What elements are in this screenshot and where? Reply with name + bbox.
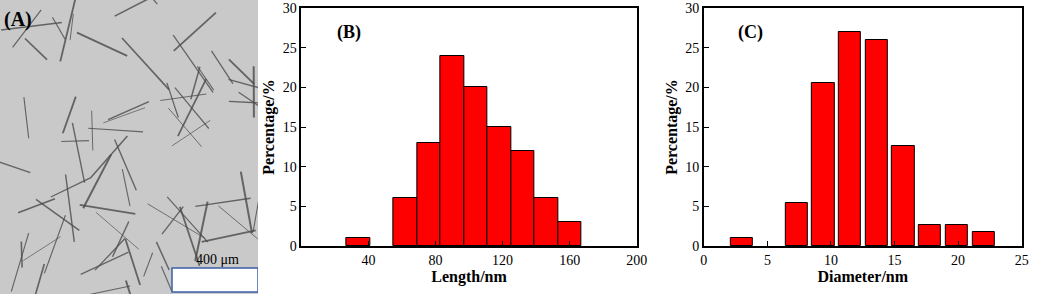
svg-text:15: 15: [685, 120, 699, 135]
svg-text:15: 15: [888, 253, 902, 268]
svg-text:400 μm: 400 μm: [196, 252, 239, 267]
svg-text:30: 30: [685, 1, 699, 16]
svg-text:160: 160: [559, 253, 580, 268]
svg-text:Percentage/%: Percentage/%: [260, 79, 278, 175]
svg-text:5: 5: [692, 199, 699, 214]
svg-text:0: 0: [700, 253, 707, 268]
svg-text:120: 120: [492, 253, 513, 268]
svg-text:20: 20: [685, 80, 699, 95]
svg-text:10: 10: [685, 160, 699, 175]
svg-text:25: 25: [283, 41, 297, 56]
svg-text:20: 20: [951, 253, 965, 268]
svg-text:200: 200: [626, 253, 647, 268]
svg-text:10: 10: [824, 253, 838, 268]
svg-text:5: 5: [764, 253, 771, 268]
svg-text:20: 20: [283, 80, 297, 95]
svg-text:80: 80: [429, 253, 443, 268]
svg-text:0: 0: [692, 239, 699, 254]
svg-text:5: 5: [290, 199, 297, 214]
svg-text:10: 10: [283, 160, 297, 175]
svg-text:40: 40: [361, 253, 375, 268]
svg-text:Diameter/nm: Diameter/nm: [817, 268, 908, 285]
svg-text:Length/nm: Length/nm: [431, 268, 507, 286]
svg-text:(C): (C): [738, 22, 763, 43]
svg-text:25: 25: [1015, 253, 1029, 268]
svg-text:(A): (A): [4, 8, 32, 31]
svg-text:30: 30: [283, 1, 297, 16]
svg-text:Percentage/%: Percentage/%: [663, 79, 681, 175]
svg-text:25: 25: [685, 41, 699, 56]
svg-text:0: 0: [290, 239, 297, 254]
svg-text:15: 15: [283, 120, 297, 135]
svg-text:(B): (B): [337, 22, 361, 43]
